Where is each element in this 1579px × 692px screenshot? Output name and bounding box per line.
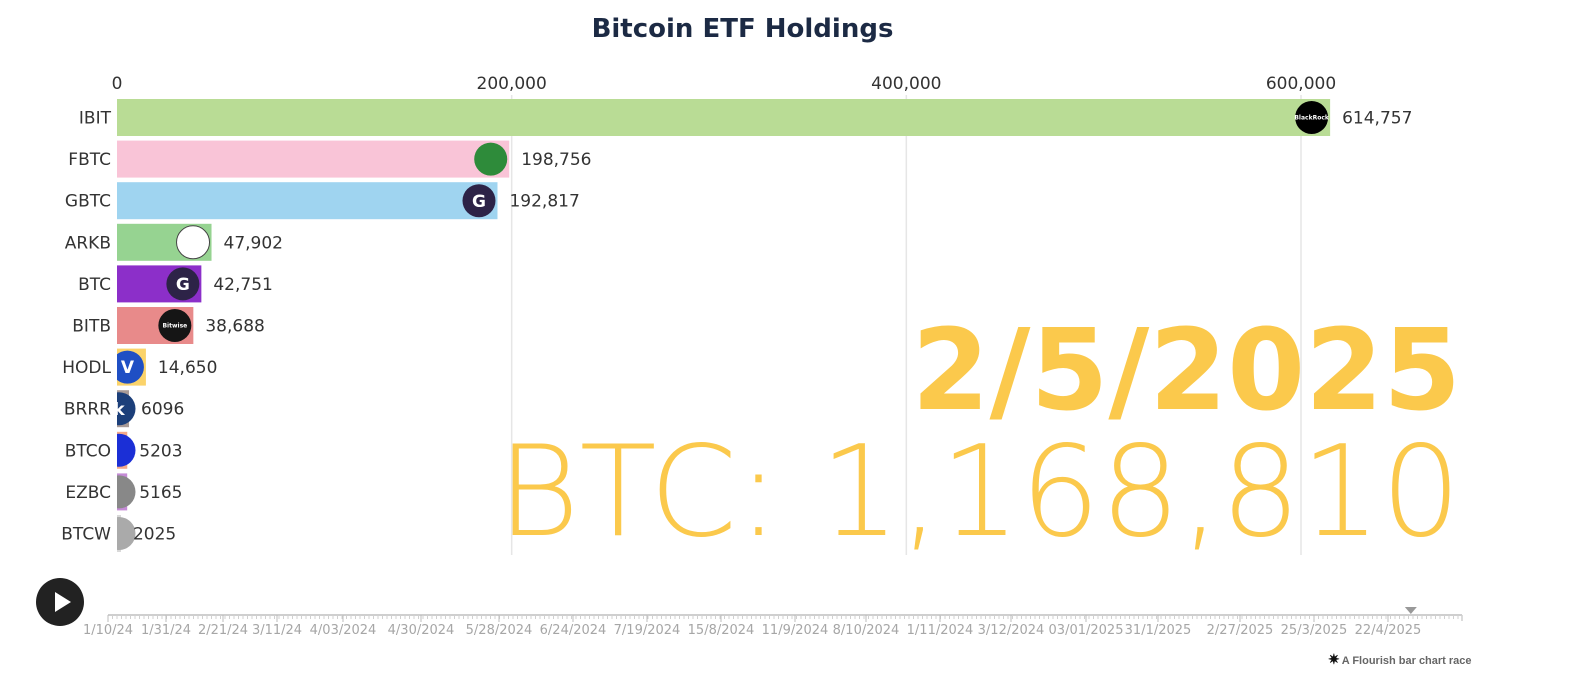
bar-row-ibit: IBIT BlackRock 614,757 xyxy=(79,99,1412,136)
logo-text: G xyxy=(176,275,190,295)
bar-row-btcw: BTCW 2025 xyxy=(61,515,176,552)
value-label: 198,756 xyxy=(521,150,591,170)
timeline-date-label: 3/11/24 xyxy=(252,623,302,638)
bar-fbtc xyxy=(117,140,510,178)
bar-row-brrr: BRRR k 6096 xyxy=(64,390,184,428)
timeline-date-label: 1/11/2024 xyxy=(907,623,974,638)
timeline-date-label: 15/8/2024 xyxy=(688,623,755,638)
grayscale-logo-icon: G xyxy=(166,267,200,301)
flourish-star-icon: ✷ xyxy=(1328,651,1340,667)
date-total-overlay: 2/5/2025 BTC: 1,168,810 xyxy=(497,306,1461,565)
timeline-date-label: 1/31/24 xyxy=(141,623,191,638)
x-tick-label: 400,000 xyxy=(871,74,941,94)
bitwise-logo-icon: Bitwise xyxy=(158,309,192,342)
category-label: EZBC xyxy=(65,483,111,503)
timeline-date-label: 4/30/2024 xyxy=(388,623,455,638)
category-label: HODL xyxy=(62,358,111,378)
timeline-date-label: 31/1/2025 xyxy=(1125,623,1192,638)
timeline-date-label: 22/4/2025 xyxy=(1355,623,1422,638)
bar-row-hodl: HODL V 14,650 xyxy=(62,348,217,386)
grid-lines xyxy=(510,95,1302,555)
franklin-logo-icon xyxy=(117,475,136,509)
category-label: BRRR xyxy=(64,400,111,420)
timeline-date-label: 8/10/2024 xyxy=(833,623,900,638)
timeline-date-label: 6/24/2024 xyxy=(540,623,607,638)
bar-row-fbtc: FBTC 198,756 xyxy=(68,140,592,178)
value-label: 5203 xyxy=(139,441,182,461)
value-label: 42,751 xyxy=(213,275,272,295)
value-label: 614,757 xyxy=(1342,109,1412,129)
timeline-slider[interactable]: 1/10/24 1/31/24 2/21/24 3/11/24 4/03/2024 4/3… xyxy=(83,607,1463,638)
ark-logo-icon xyxy=(176,225,211,260)
bar-row-gbtc: GBTC G 192,817 xyxy=(65,182,580,220)
timeline-date-label: 11/9/2024 xyxy=(762,623,829,638)
grayscale-logo-icon: G xyxy=(462,184,496,218)
category-label: ARKB xyxy=(65,233,111,253)
category-label: FBTC xyxy=(68,150,111,170)
logo-text: k xyxy=(113,400,125,420)
logo-text: Bitwise xyxy=(162,323,187,330)
x-tick-label: 600,000 xyxy=(1266,74,1336,94)
total-btc-label: BTC: 1,168,810 xyxy=(497,418,1461,565)
category-label: GBTC xyxy=(65,192,111,212)
bar-row-bitb: BITB Bitwise 38,688 xyxy=(72,307,265,344)
timeline-date-label: 1/10/24 xyxy=(83,623,133,638)
bar-row-btc: BTC G 42,751 xyxy=(78,265,273,303)
value-label: 14,650 xyxy=(158,358,217,378)
timeline-date-label: 25/3/2025 xyxy=(1281,623,1348,638)
value-label: 192,817 xyxy=(509,192,579,212)
value-label: 5165 xyxy=(139,483,182,503)
bar-row-btco: BTCO 5203 xyxy=(65,431,183,469)
timeline-date-label: 4/03/2024 xyxy=(310,623,377,638)
bar-ibit xyxy=(117,99,1331,136)
x-tick-label: 200,000 xyxy=(477,74,547,94)
value-label: 47,902 xyxy=(224,233,283,253)
category-label: BTCO xyxy=(65,441,111,461)
bar-gbtc xyxy=(117,182,498,220)
timeline-handle[interactable] xyxy=(1404,607,1417,614)
category-label: BITB xyxy=(72,317,111,337)
x-tick-label: 0 xyxy=(112,74,123,94)
value-label: 6096 xyxy=(141,400,184,420)
play-button[interactable] xyxy=(36,578,84,626)
category-label: IBIT xyxy=(79,109,112,129)
fidelity-logo-icon xyxy=(474,142,508,176)
bar-row-ezbc: EZBC 5165 xyxy=(65,473,182,511)
logo-text: BlackRock xyxy=(1294,115,1330,122)
credit-text: A Flourish bar chart race xyxy=(1341,655,1472,667)
timeline-date-label: 2/21/24 xyxy=(198,623,248,638)
category-label: BTC xyxy=(78,275,111,295)
bar-row-arkb: ARKB 47,902 xyxy=(65,223,283,261)
timeline-date-label: 7/19/2024 xyxy=(614,623,681,638)
value-label: 2025 xyxy=(133,525,176,545)
timeline-date-label: 2/27/2025 xyxy=(1207,623,1274,638)
chart-title: Bitcoin ETF Holdings xyxy=(591,14,894,44)
logo-text: G xyxy=(472,192,486,212)
x-axis-ticks: 0 200,000 400,000 600,000 xyxy=(112,74,1337,94)
current-date-label: 2/5/2025 xyxy=(912,306,1461,436)
blackrock-logo-icon: BlackRock xyxy=(1294,101,1330,134)
timeline-date-label: 3/12/2024 xyxy=(978,623,1045,638)
timeline-date-label: 03/01/2025 xyxy=(1049,623,1124,638)
flourish-credit[interactable]: ✷ A Flourish bar chart race xyxy=(1328,651,1472,668)
timeline-date-label: 5/28/2024 xyxy=(466,623,533,638)
wisdomtree-logo-icon xyxy=(117,517,136,550)
coinshares-logo-icon: k xyxy=(113,392,136,426)
logo-text: V xyxy=(121,358,135,378)
value-label: 38,688 xyxy=(205,317,264,337)
category-label: BTCW xyxy=(61,525,111,545)
vaneck-logo-icon: V xyxy=(117,350,144,384)
invesco-logo-icon xyxy=(117,433,136,467)
